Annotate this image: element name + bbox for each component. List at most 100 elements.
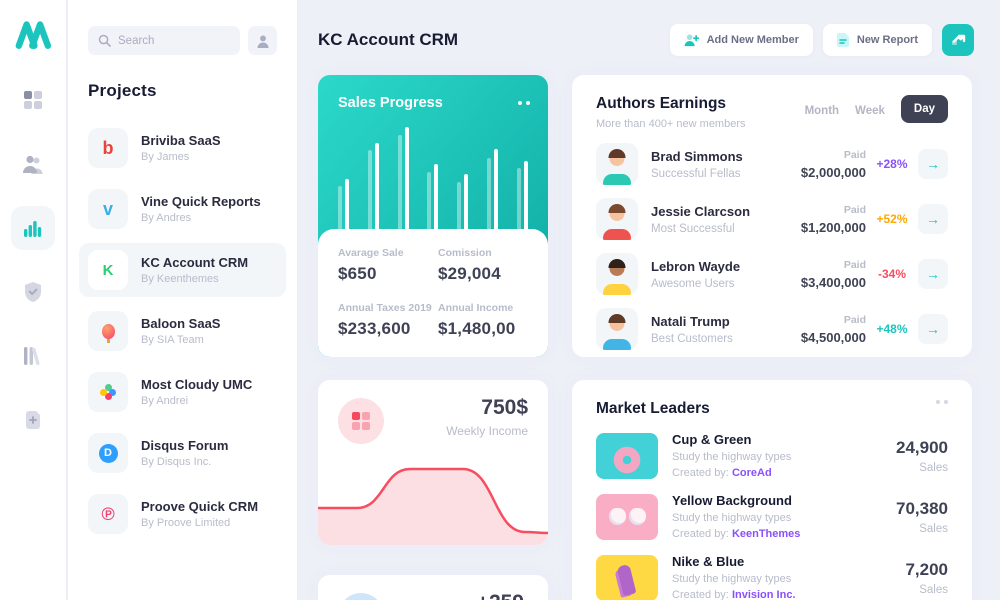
sales-value: 24,900 xyxy=(896,437,948,457)
project-owner: By SIA Team xyxy=(141,334,204,346)
stat-annual-income: Annual Income $1,480,00 xyxy=(438,301,516,338)
sidebar-item-users[interactable] xyxy=(11,142,55,186)
weekly-income-card: 750$ Weekly Income xyxy=(318,380,548,545)
icon-rail xyxy=(0,0,67,600)
creator-link[interactable]: Invision Inc. xyxy=(731,589,796,600)
project-name: Disqus Forum xyxy=(141,438,229,453)
new-file-icon xyxy=(26,411,40,429)
vimeo-icon: v xyxy=(88,189,128,229)
tab-month[interactable]: Month xyxy=(804,105,840,117)
row-arrow-button[interactable]: → xyxy=(918,259,948,289)
project-owner: By Keenthemes xyxy=(141,273,219,285)
creator-link[interactable]: CoreAd xyxy=(731,467,772,479)
proove-icon: ℗ xyxy=(88,494,128,534)
project-item-briviba[interactable]: b Briviba SaaS By James xyxy=(79,121,286,175)
paid-amount: $3,400,000 xyxy=(800,274,866,290)
search-icon xyxy=(98,34,111,47)
creator-link[interactable]: KeenThemes xyxy=(731,528,801,540)
add-new-member-button[interactable]: Add New Member xyxy=(669,24,813,56)
tab-week[interactable]: Week xyxy=(855,105,885,117)
user-plus-icon xyxy=(684,33,699,46)
market-row-nike-blue: Nike & Blue Study the highway types Crea… xyxy=(596,554,948,600)
sales-progress-card: Sales Progress Avarage Sale $650 Comissi… xyxy=(318,75,548,357)
partial-bottom-card: +259 xyxy=(318,575,548,600)
author-row-brad-simmons: Brad Simmons Successful Fellas Paid $2,0… xyxy=(596,143,948,185)
grid-squares-icon xyxy=(338,398,384,444)
sidebar-item-charts[interactable] xyxy=(11,206,55,250)
sidebar-item-dashboard[interactable] xyxy=(11,78,55,122)
disqus-icon: D xyxy=(88,433,128,473)
sidebar-item-security[interactable] xyxy=(11,270,55,314)
market-card-menu[interactable] xyxy=(936,400,948,404)
delta-badge: +28% xyxy=(876,157,908,171)
trend-arrow-icon xyxy=(952,34,966,45)
sales-label: Sales xyxy=(919,583,948,596)
weekly-income-value: 750$ xyxy=(481,396,528,419)
header-actions: Add New Member New Report xyxy=(669,24,974,56)
row-arrow-button[interactable]: → xyxy=(918,314,948,344)
authors-title: Authors Earnings xyxy=(596,95,727,112)
author-row-natali-trump: Natali Trump Best Customers Paid $4,500,… xyxy=(596,308,948,350)
avatar-lebron-wayde xyxy=(596,253,638,295)
sidebar-item-library[interactable] xyxy=(11,334,55,378)
project-item-vine[interactable]: v Vine Quick Reports By Andres xyxy=(79,182,286,236)
paid-label: Paid xyxy=(843,313,866,326)
project-item-disqus[interactable]: D Disqus Forum By Disqus Inc. xyxy=(79,426,286,480)
avatar-jessie-clarcson xyxy=(596,198,638,240)
report-file-icon xyxy=(836,33,849,47)
author-row-jessie-clarcson: Jessie Clarcson Most Successful Paid $1,… xyxy=(596,198,948,240)
project-item-baloon[interactable]: Baloon SaaS By SIA Team xyxy=(79,304,286,358)
dashboard-grid-icon xyxy=(24,91,42,109)
pinwheel-icon xyxy=(88,372,128,412)
market-leaders-card: Market Leaders Cup & Green Study the hig… xyxy=(572,380,972,600)
project-name: Most Cloudy UMC xyxy=(141,377,253,392)
project-owner: By Proove Limited xyxy=(141,517,231,529)
sidebar-item-new-file[interactable] xyxy=(11,398,55,442)
sales-value: 7,200 xyxy=(905,559,948,579)
logo-icon xyxy=(15,21,52,49)
row-arrow-button[interactable]: → xyxy=(918,204,948,234)
project-owner: By Disqus Inc. xyxy=(141,456,212,468)
paid-label: Paid xyxy=(843,203,866,216)
user-avatar-button[interactable] xyxy=(248,26,277,55)
briviba-icon: b xyxy=(88,128,128,168)
sales-bar-chart xyxy=(338,127,528,229)
hand-thumbnail xyxy=(596,554,658,600)
market-title: Market Leaders xyxy=(596,400,710,417)
sales-label: Sales xyxy=(919,461,948,474)
authors-earnings-card: Authors Earnings More than 400+ new memb… xyxy=(572,75,972,357)
new-report-button[interactable]: New Report xyxy=(822,24,932,56)
project-item-proove[interactable]: ℗ Proove Quick CRM By Proove Limited xyxy=(79,487,286,541)
donut-thumbnail xyxy=(596,432,658,479)
project-name: Vine Quick Reports xyxy=(141,194,261,209)
shield-check-icon xyxy=(25,282,41,302)
stat-annual-taxes: Annual Taxes 2019 $233,600 xyxy=(338,301,432,338)
project-owner: By Andrei xyxy=(141,395,189,407)
project-name: Briviba SaaS xyxy=(141,133,221,148)
paid-label: Paid xyxy=(843,148,866,161)
project-name: Proove Quick CRM xyxy=(141,499,259,514)
sales-card-menu[interactable] xyxy=(518,101,530,105)
author-row-lebron-wayde: Lebron Wayde Awesome Users Paid $3,400,0… xyxy=(596,253,948,295)
balloon-icon xyxy=(88,311,128,351)
project-item-kc-account-crm[interactable]: K KC Account CRM By Keenthemes xyxy=(79,243,286,297)
kickstarter-icon: K xyxy=(88,250,128,290)
project-item-most-cloudy[interactable]: Most Cloudy UMC By Andrei xyxy=(79,365,286,419)
search-input[interactable] xyxy=(88,26,240,55)
chart-arrow-button[interactable] xyxy=(942,24,974,56)
weekly-income-label: Weekly Income xyxy=(446,424,528,438)
tab-day[interactable]: Day xyxy=(900,95,948,123)
app-logo[interactable] xyxy=(11,14,55,52)
market-row-cup-green: Cup & Green Study the highway types Crea… xyxy=(596,432,948,479)
person-icon xyxy=(257,35,268,48)
library-icon xyxy=(24,347,40,366)
sales-card-title: Sales Progress xyxy=(338,95,443,111)
row-arrow-button[interactable]: → xyxy=(918,149,948,179)
users-icon xyxy=(23,155,43,174)
avatar-natali-trump xyxy=(596,308,638,350)
paid-amount: $2,000,000 xyxy=(800,164,866,180)
project-owner: By Andres xyxy=(141,212,192,224)
stat-average-sale: Avarage Sale $650 xyxy=(338,247,404,283)
search-box xyxy=(88,26,240,55)
period-tabs: Month Week Day xyxy=(804,95,948,123)
